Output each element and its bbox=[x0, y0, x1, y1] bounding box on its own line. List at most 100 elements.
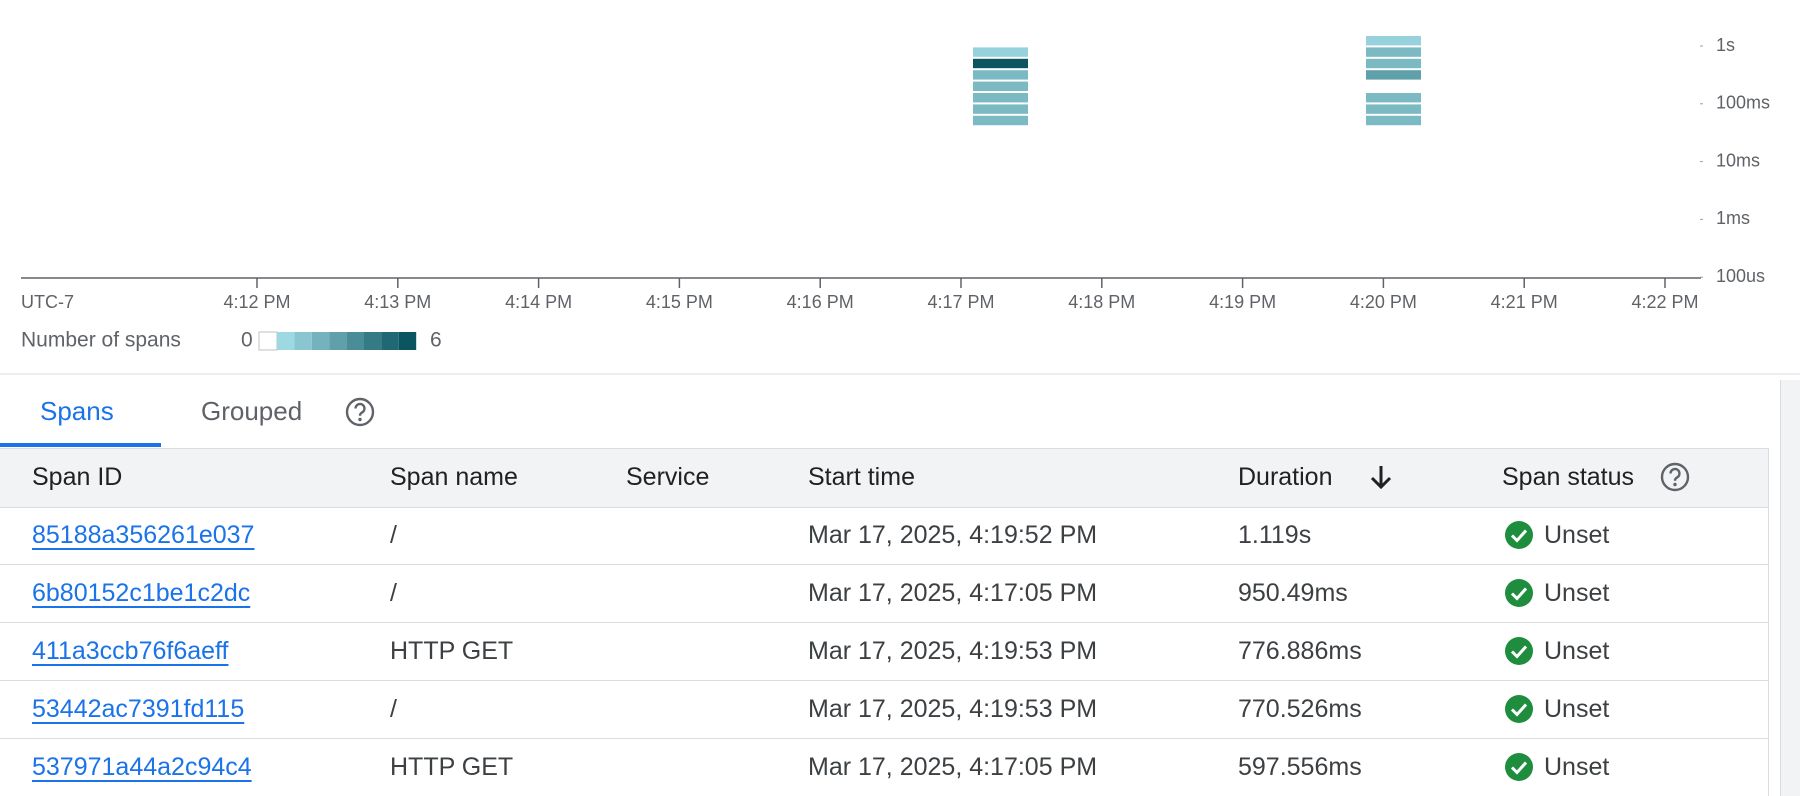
column-header: Span name bbox=[390, 463, 518, 491]
timezone: UTC-7 bbox=[21, 292, 74, 312]
help-icon[interactable] bbox=[344, 396, 376, 428]
sort-arrow bbox=[1370, 466, 1392, 490]
heatmap-cell bbox=[973, 47, 1028, 57]
heatmap-cell bbox=[1366, 36, 1421, 46]
y-tick-label: 100us bbox=[1716, 266, 1765, 286]
y-tick-label: 1s bbox=[1716, 35, 1735, 55]
x-tick-label: 4:13 PM bbox=[364, 292, 431, 312]
heatmap-cell bbox=[973, 104, 1028, 114]
x-tick-label: 4:12 PM bbox=[223, 292, 290, 312]
x-tick-label: 4:17 PM bbox=[927, 292, 994, 312]
heatmap-cell bbox=[973, 115, 1028, 126]
x-tick-label: 4:21 PM bbox=[1491, 292, 1558, 312]
x-tick-label: 4:15 PM bbox=[646, 292, 713, 312]
status-icon bbox=[1505, 579, 1533, 607]
legend-swatch bbox=[398, 332, 417, 350]
span-status: Unset bbox=[1544, 695, 1610, 723]
duration: 950.49ms bbox=[1238, 579, 1348, 607]
table-row: 53442ac7391fd115 / Mar 17, 2025, 4:19:53 P… bbox=[0, 680, 1768, 739]
start-time: Mar 17, 2025, 4:19:53 PM bbox=[808, 695, 1098, 723]
help-circle bbox=[1660, 462, 1690, 492]
start-time: Mar 17, 2025, 4:19:52 PM bbox=[808, 521, 1098, 549]
legend-swatch bbox=[277, 332, 295, 350]
help-mark bbox=[1669, 467, 1681, 481]
y-tick-label: 100ms bbox=[1716, 93, 1770, 113]
heatmap-cell bbox=[1366, 104, 1421, 114]
heatmap-cell bbox=[1366, 70, 1421, 80]
column-header: Service bbox=[626, 463, 710, 491]
span-status: Unset bbox=[1544, 579, 1610, 607]
tab-bar: Spans Grouped bbox=[0, 390, 1768, 448]
x-tick-label: 4:22 PM bbox=[1631, 292, 1698, 312]
heatmap-cell bbox=[973, 93, 1028, 103]
legend-swatch bbox=[364, 332, 382, 350]
span-status: Unset bbox=[1544, 521, 1610, 549]
legend-swatch bbox=[381, 332, 399, 350]
heatmap-cell bbox=[1366, 93, 1421, 103]
start-time: Mar 17, 2025, 4:17:05 PM bbox=[808, 579, 1098, 607]
heatmap-cell bbox=[1366, 58, 1421, 69]
span-status: Unset bbox=[1544, 637, 1610, 665]
status-check bbox=[1510, 529, 1528, 543]
span-id-link[interactable]: 6b80152c1be1c2dc bbox=[32, 579, 251, 607]
column-header: Duration bbox=[1238, 463, 1333, 491]
scrollbar[interactable] bbox=[1780, 380, 1800, 796]
span-name: / bbox=[390, 579, 397, 607]
start-time: Mar 17, 2025, 4:19:53 PM bbox=[808, 637, 1098, 665]
status-check bbox=[1510, 645, 1528, 659]
tab-underline bbox=[0, 443, 161, 447]
status-check bbox=[1510, 703, 1528, 717]
span-id-link[interactable]: 85188a356261e037 bbox=[32, 521, 255, 549]
status-icon bbox=[1505, 695, 1533, 723]
heatmap-cell bbox=[973, 81, 1028, 91]
status-icon bbox=[1505, 637, 1533, 665]
help-icon[interactable] bbox=[1659, 461, 1691, 493]
x-tick-label: 4:18 PM bbox=[1068, 292, 1135, 312]
legend-swatch bbox=[294, 332, 312, 350]
tab-spans[interactable]: Spans bbox=[40, 396, 114, 426]
x-tick-label: 4:16 PM bbox=[787, 292, 854, 312]
span-id-link[interactable]: 411a3ccb76f6aeff bbox=[32, 637, 229, 665]
span-name: HTTP GET bbox=[390, 753, 514, 781]
span-id-link[interactable]: 53442ac7391fd115 bbox=[32, 695, 245, 723]
heatmap-cell bbox=[973, 70, 1028, 80]
span-name: / bbox=[390, 521, 397, 549]
column-header: Span status bbox=[1502, 463, 1635, 491]
legend-swatch bbox=[346, 332, 364, 350]
duration: 770.526ms bbox=[1238, 695, 1362, 723]
help-dot bbox=[1673, 482, 1677, 487]
duration: 776.886ms bbox=[1238, 637, 1362, 665]
status-circle bbox=[1505, 579, 1533, 607]
status-circle bbox=[1505, 695, 1533, 723]
status-check bbox=[1510, 587, 1528, 601]
y-tick-label: 1ms bbox=[1716, 208, 1750, 228]
span-status: Unset bbox=[1544, 753, 1610, 781]
table-row: 537971a44a2c94c4 HTTP GET Mar 17, 2025, 4:… bbox=[0, 738, 1768, 796]
y-tick-label: 10ms bbox=[1716, 150, 1760, 170]
heatmap-cell bbox=[973, 58, 1028, 69]
legend-min: 0 bbox=[241, 329, 253, 352]
legend-swatch bbox=[329, 332, 347, 350]
status-circle bbox=[1505, 637, 1533, 665]
span-id-link[interactable]: 537971a44a2c94c4 bbox=[32, 753, 252, 781]
status-circle bbox=[1505, 521, 1533, 549]
heatmap-cell bbox=[1366, 47, 1421, 57]
span-name: HTTP GET bbox=[390, 637, 514, 665]
spans-table: Span ID Span name Service Start time Duratio… bbox=[0, 448, 1769, 796]
duration: 597.556ms bbox=[1238, 753, 1362, 781]
tab-grouped[interactable]: Grouped bbox=[201, 396, 303, 426]
heatmap-cell bbox=[1366, 115, 1421, 126]
table-row: 85188a356261e037 / Mar 17, 2025, 4:19:52 P… bbox=[0, 506, 1768, 565]
legend-max: 6 bbox=[430, 329, 442, 352]
table-row: 6b80152c1be1c2dc / Mar 17, 2025, 4:17:05 P… bbox=[0, 564, 1768, 623]
status-check bbox=[1510, 761, 1528, 775]
status-icon bbox=[1505, 753, 1533, 781]
x-tick-label: 4:20 PM bbox=[1350, 292, 1417, 312]
status-icon bbox=[1505, 521, 1533, 549]
sort-icon[interactable] bbox=[1366, 462, 1396, 492]
x-tick-label: 4:19 PM bbox=[1209, 292, 1276, 312]
column-header: Span ID bbox=[32, 463, 123, 491]
timeline-chart: UTC-7 Number of spans 0 6 4:12 PM 4:13 PM… bbox=[0, 35, 1800, 375]
status-circle bbox=[1505, 753, 1533, 781]
